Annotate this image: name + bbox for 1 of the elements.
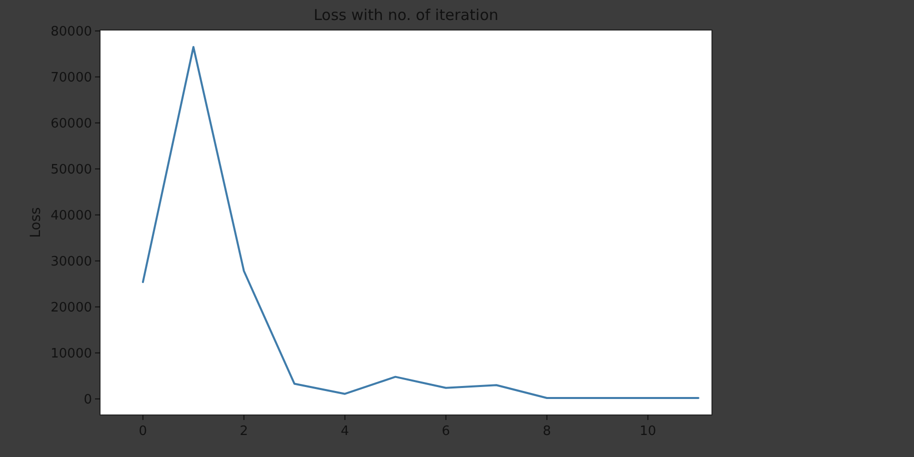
- line-series: [142, 46, 700, 399]
